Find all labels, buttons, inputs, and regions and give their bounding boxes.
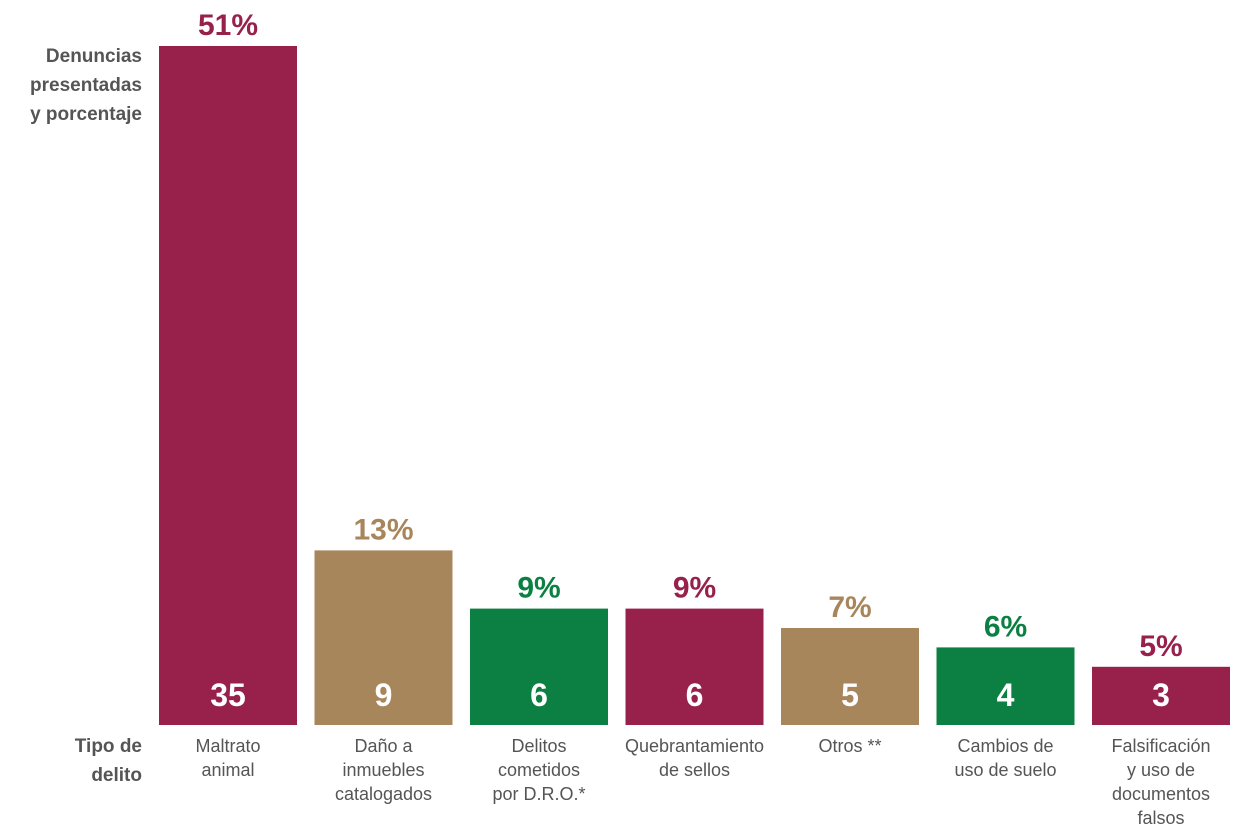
category-label: Cambios de xyxy=(957,736,1053,756)
y-axis-label-line: Denuncias xyxy=(46,46,142,67)
bar xyxy=(470,608,608,725)
percentage-label: 6% xyxy=(984,610,1027,643)
bars-group: 51% 35 13% 9 9% 6 9% 6 7% 5 6% 4 5% 3 xyxy=(159,9,1230,725)
percentage-label: 13% xyxy=(353,513,413,546)
value-label: 35 xyxy=(210,677,246,713)
category-label: catalogados xyxy=(335,784,432,804)
value-label: 3 xyxy=(1152,677,1170,713)
category-label: de sellos xyxy=(659,760,730,780)
value-label: 9 xyxy=(375,677,393,713)
category-label: por D.R.O.* xyxy=(492,784,585,804)
category-label: Delitos xyxy=(511,736,566,756)
percentage-label: 9% xyxy=(517,572,560,605)
category-label: documentos xyxy=(1112,784,1210,804)
category-label: Falsificación xyxy=(1111,736,1210,756)
category-label: animal xyxy=(201,760,254,780)
percentage-label: 51% xyxy=(198,9,258,42)
value-label: 6 xyxy=(530,677,548,713)
category-label: inmuebles xyxy=(342,760,424,780)
y-axis-label-line: y porcentaje xyxy=(30,104,142,125)
bar xyxy=(781,628,919,725)
value-label: 4 xyxy=(997,677,1015,713)
category-label: Quebrantamiento xyxy=(625,736,764,756)
x-axis-label-line: delito xyxy=(91,765,142,786)
percentage-label: 5% xyxy=(1139,630,1182,663)
y-axis-label: Denuncias presentadas y porcentaje xyxy=(30,46,142,125)
bar xyxy=(625,608,764,725)
bar xyxy=(936,647,1075,725)
bar xyxy=(159,46,297,725)
bar xyxy=(314,550,453,725)
category-label: Maltrato xyxy=(195,736,260,756)
category-label: Daño a xyxy=(354,736,413,756)
category-label: y uso de xyxy=(1127,760,1195,780)
y-axis-label-line: presentadas xyxy=(30,75,142,96)
category-label: cometidos xyxy=(498,760,580,780)
category-labels: Maltrato animal Daño a inmuebles catalogados… xyxy=(195,736,1210,828)
percentage-label: 7% xyxy=(828,591,871,624)
value-label: 6 xyxy=(686,677,704,713)
category-label: Otros ** xyxy=(818,736,881,756)
x-axis-label: Tipo de delito xyxy=(75,736,142,786)
category-label: falsos xyxy=(1137,808,1184,828)
category-label: uso de suelo xyxy=(954,760,1056,780)
bar xyxy=(1092,666,1230,725)
percentage-label: 9% xyxy=(673,572,716,605)
value-label: 5 xyxy=(841,677,859,713)
x-axis-label-line: Tipo de xyxy=(75,736,142,757)
